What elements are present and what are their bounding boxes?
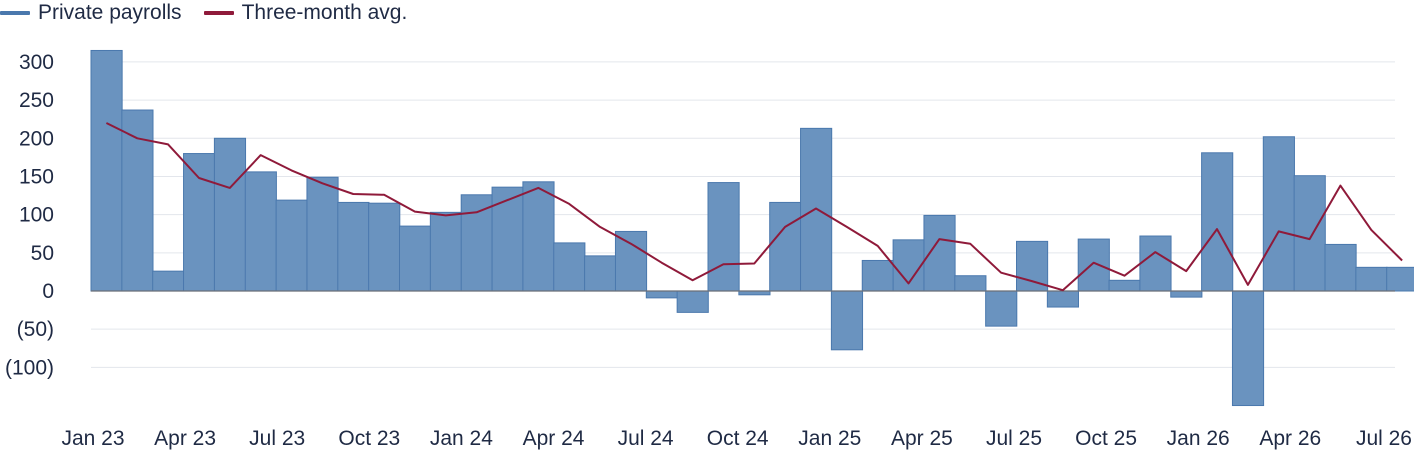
bar-aug-24 (676, 290, 709, 313)
bars-private-payrolls (90, 49, 1414, 407)
y-tick-label: 250 (19, 89, 54, 112)
bar-jul-23 (275, 199, 308, 292)
bar-apr-26 (1293, 175, 1326, 292)
y-tick-label: 150 (19, 165, 54, 188)
legend-item-three-month-avg: Three-month avg. (203, 1, 408, 25)
y-tick-label: 50 (31, 242, 54, 265)
y-tick-label: 200 (19, 127, 54, 150)
y-tick-label: (100) (5, 356, 54, 379)
x-tick-label: Jul 26 (1356, 427, 1412, 450)
bar-jan-24 (460, 194, 493, 292)
bar-aug-25 (1046, 290, 1079, 308)
x-tick-label: Jan 23 (61, 427, 124, 450)
y-tick-label: 300 (19, 51, 54, 74)
x-tick-label: Oct 23 (338, 427, 400, 450)
bar-apr-24 (553, 242, 586, 292)
y-tick-label: 0 (42, 280, 54, 303)
x-tick-label: Apr 25 (891, 427, 953, 450)
bar-may-24 (584, 255, 617, 292)
bar-may-23 (213, 137, 247, 292)
x-axis: Jan 23 Apr 23 Jul 23 Oct 23 Jan 24 Apr 24 Jul … (61, 427, 1412, 450)
bar-jan-23 (90, 49, 123, 292)
x-tick-label: Jul 24 (618, 427, 674, 450)
legend-item-private-payrolls: Private payrolls (0, 1, 182, 25)
bar-nov-24 (769, 201, 802, 292)
bar-jul-26 (1386, 266, 1414, 292)
bar-jul-25 (1016, 240, 1049, 292)
legend-label-three-month-avg: Three-month avg. (241, 1, 408, 24)
avg-line-path (105, 122, 1403, 292)
legend-swatch-three-month-avg (203, 11, 234, 15)
bar-feb-23 (121, 109, 154, 292)
bar-aug-23 (306, 176, 339, 292)
bar-jun-25 (985, 290, 1018, 327)
y-tick-label: 100 (19, 204, 54, 227)
x-tick-label: Apr 23 (154, 427, 216, 450)
bar-jan-25 (830, 290, 864, 351)
bar-sep-24 (707, 182, 740, 292)
bar-jun-23 (244, 171, 277, 292)
bar-jun-24 (614, 230, 648, 292)
bar-dec-23 (429, 211, 463, 292)
bar-feb-26 (1231, 290, 1265, 407)
line-three-month-avg (105, 122, 1403, 292)
gridlines (91, 61, 1395, 368)
bar-nov-25 (1139, 235, 1172, 292)
bar-may-26 (1324, 243, 1357, 292)
x-tick-label: Jan 26 (1167, 427, 1230, 450)
bar-jun-26 (1355, 266, 1388, 292)
bar-feb-24 (491, 186, 524, 292)
x-tick-label: Jan 24 (430, 427, 493, 450)
x-tick-label: Jan 25 (798, 427, 861, 450)
x-tick-label: Oct 24 (707, 427, 769, 450)
bar-feb-25 (861, 259, 894, 292)
x-tick-label: Apr 26 (1259, 427, 1321, 450)
bar-dec-25 (1170, 290, 1203, 298)
y-axis: 300 250 200 150 100 50 0 (50) (100) (5, 51, 54, 379)
bar-apr-23 (183, 153, 216, 292)
bar-oct-23 (368, 202, 401, 292)
x-tick-label: Jul 23 (249, 427, 305, 450)
x-tick-label: Apr 24 (523, 427, 585, 450)
legend-label-private-payrolls: Private payrolls (38, 1, 182, 24)
chart-legend: Private payrolls Three-month avg. (0, 0, 407, 26)
bar-oct-25 (1108, 279, 1141, 292)
bar-jul-24 (645, 290, 678, 299)
bar-jan-26 (1201, 152, 1234, 292)
bar-mar-26 (1262, 136, 1295, 292)
bar-mar-24 (522, 181, 555, 292)
x-tick-label: Jul 25 (986, 427, 1042, 450)
bar-mar-23 (152, 270, 185, 292)
bar-may-25 (954, 275, 987, 292)
bar-sep-23 (337, 201, 370, 292)
x-tick-label: Oct 25 (1075, 427, 1137, 450)
y-tick-label: (50) (17, 318, 54, 341)
bar-nov-23 (399, 225, 432, 292)
bar-sep-25 (1077, 238, 1110, 292)
legend-swatch-private-payrolls (0, 11, 30, 15)
